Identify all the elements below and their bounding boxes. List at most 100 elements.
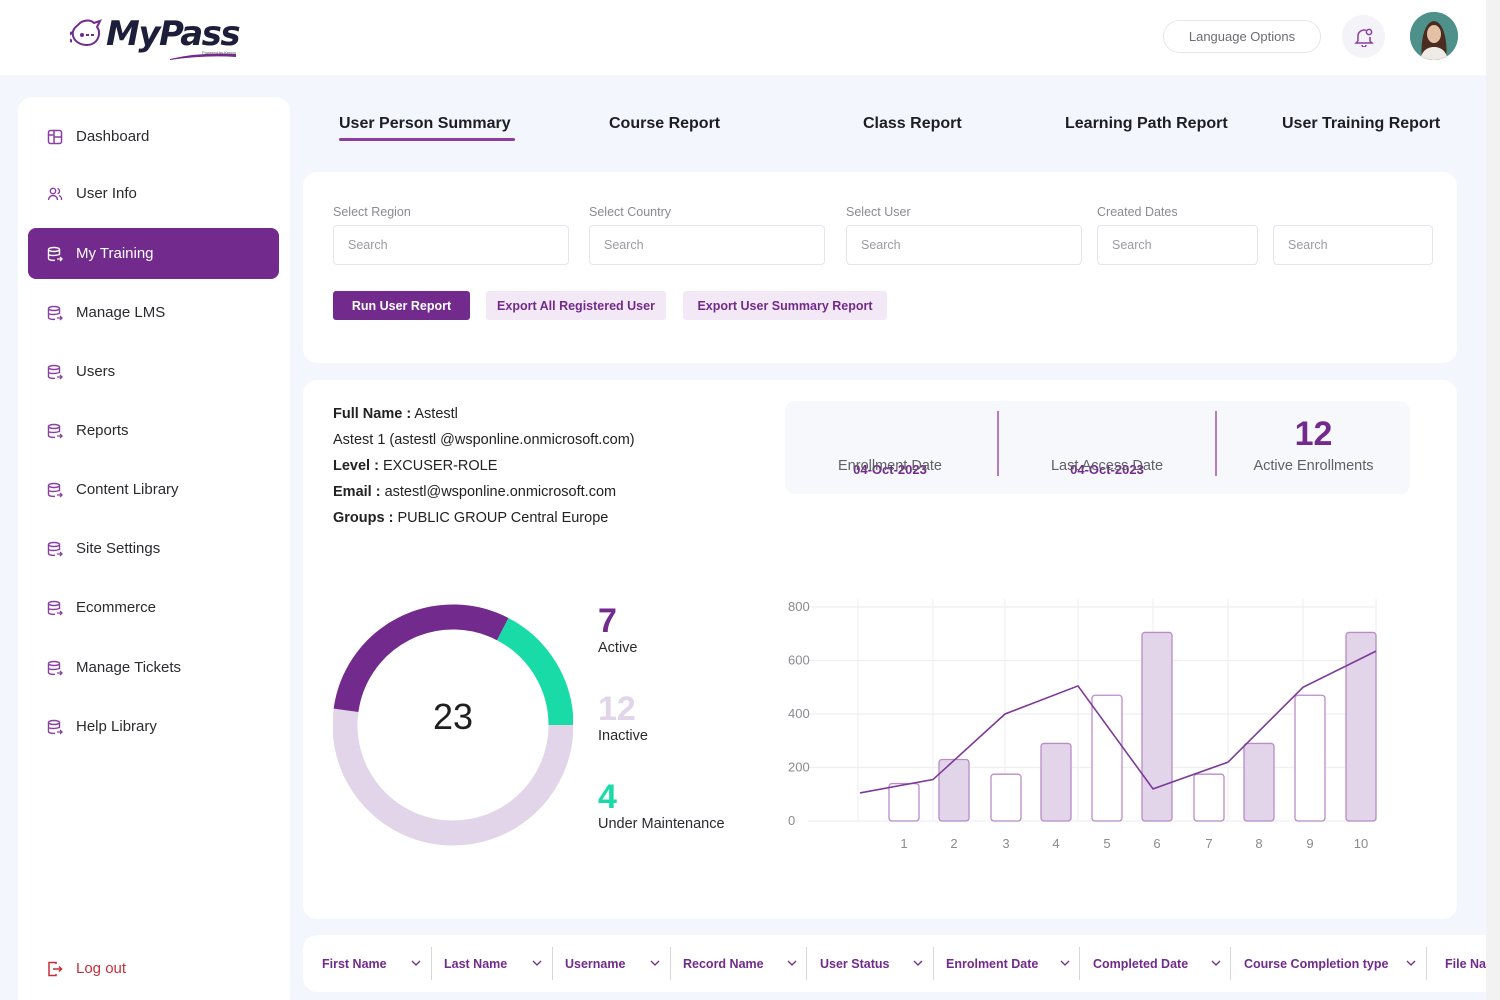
column-header-label: Course Completion type [1244, 956, 1389, 971]
column-header-first-name[interactable]: First Name [322, 935, 387, 992]
column-header-last-name[interactable]: Last Name [444, 935, 507, 992]
tab-course-report[interactable]: Course Report [609, 115, 721, 132]
column-header-completed-date[interactable]: Completed Date [1093, 935, 1188, 992]
notifications-button[interactable] [1342, 15, 1385, 58]
x-tick-label: 7 [1205, 836, 1212, 851]
export-user-summary-report-button[interactable]: Export User Summary Report [683, 291, 887, 320]
run-user-report-button[interactable]: Run User Report [333, 291, 470, 320]
chevron-down-icon[interactable] [1059, 957, 1071, 969]
tab-user-person-summary[interactable]: User Person Summary [339, 115, 515, 141]
select-user-label: Select User [846, 205, 911, 219]
chevron-down-icon[interactable] [786, 957, 798, 969]
database-arrow-icon [47, 423, 63, 438]
sidebar-item-help-library[interactable]: Help Library [28, 701, 279, 752]
column-header-record-name[interactable]: Record Name [683, 935, 764, 992]
stat-divider [997, 411, 999, 476]
enrollment-date-value: 04-Oct-2023 [853, 462, 927, 477]
column-divider[interactable] [1230, 947, 1231, 980]
language-options-button[interactable]: Language Options [1163, 20, 1321, 53]
sidebar-item-label: User Info [76, 185, 137, 202]
tab-learning-path-report[interactable]: Learning Path Report [1065, 115, 1228, 132]
column-divider[interactable] [431, 947, 432, 980]
database-arrow-icon [47, 541, 63, 556]
chevron-down-icon[interactable] [531, 957, 543, 969]
bar-1 [888, 782, 920, 822]
x-tick-label: 4 [1052, 836, 1059, 851]
legend-active-label: Active [598, 640, 638, 656]
sidebar-item-label: Manage Tickets [76, 659, 182, 676]
enrollment-bar-line-chart: 0 200 400 600 800 1 2 3 4 5 6 7 8 9 10 [788, 599, 1377, 851]
chevron-down-icon[interactable] [912, 957, 924, 969]
column-header-enrolment-date[interactable]: Enrolment Date [946, 935, 1038, 992]
x-tick-label: 2 [950, 836, 957, 851]
chevron-down-icon[interactable] [1210, 957, 1222, 969]
tab-user-training-report[interactable]: User Training Report [1282, 115, 1441, 132]
sidebar-item-users[interactable]: Users [28, 346, 279, 397]
bar-8 [1243, 742, 1275, 822]
logout-label: Log out [76, 960, 127, 977]
user-summary-panel: Full Name : Astestl Astest 1 (astestl @w… [303, 380, 1457, 919]
sidebar-item-manage-lms[interactable]: Manage LMS [28, 287, 279, 338]
y-tick-label: 400 [788, 706, 810, 721]
sidebar-item-ecommerce[interactable]: Ecommerce [28, 582, 279, 633]
created-date-to-input[interactable] [1273, 225, 1433, 265]
sidebar-item-site-settings[interactable]: Site Settings [28, 523, 279, 574]
column-divider[interactable] [806, 947, 807, 980]
full-name-row: Full Name : Astestl [333, 406, 458, 422]
column-divider[interactable] [1079, 947, 1080, 980]
filter-panel: Select Region Select Country Select User… [303, 172, 1457, 363]
tab-class-report[interactable]: Class Report [863, 115, 962, 132]
sidebar-item-label: Ecommerce [76, 599, 157, 616]
sidebar: Dashboard User Info My Training Manage L… [18, 97, 290, 1000]
last-access-date-label: Last Access Date [1050, 458, 1164, 474]
export-all-registered-user-button[interactable]: Export All Registered User [486, 291, 666, 320]
enrollment-stats: 04-Oct-2023 Enrollment Date 04-Oct-2023 … [785, 401, 1410, 494]
x-tick-label: 10 [1354, 836, 1368, 851]
database-arrow-icon [47, 305, 63, 320]
groups-label: Groups : [333, 510, 394, 526]
sidebar-item-label: Content Library [76, 481, 179, 498]
x-tick-label: 1 [900, 836, 907, 851]
sidebar-item-manage-tickets[interactable]: Manage Tickets [28, 642, 279, 693]
bar-2 [938, 758, 970, 822]
created-date-from-input[interactable] [1097, 225, 1258, 265]
sidebar-item-my-training[interactable]: My Training [28, 228, 279, 279]
column-header-course-completion-type[interactable]: Course Completion type [1244, 935, 1388, 992]
sidebar-item-dashboard[interactable]: Dashboard [28, 111, 279, 162]
legend-active-value: 7 [598, 602, 617, 640]
select-country-input[interactable] [589, 225, 825, 265]
column-header-label: File Nar [1445, 956, 1486, 971]
column-divider[interactable] [1426, 947, 1427, 980]
chevron-down-icon[interactable] [1405, 957, 1417, 969]
column-header-file-nar[interactable]: File Nar [1445, 935, 1486, 992]
level-value: EXCUSER-ROLE [382, 458, 498, 474]
database-arrow-icon [47, 719, 63, 734]
mypass-logo[interactable]: MyPass Powered by Kerjon [70, 14, 241, 60]
x-tick-label: 9 [1306, 836, 1313, 851]
sidebar-item-content-library[interactable]: Content Library [28, 464, 279, 515]
database-arrow-icon [47, 600, 63, 615]
y-tick-label: 600 [788, 653, 810, 668]
select-user-input[interactable] [846, 225, 1082, 265]
donut-slice-active [333, 604, 509, 713]
page-scrollbar-track[interactable] [1486, 0, 1500, 1000]
column-header-label: Enrolment Date [946, 956, 1039, 971]
column-header-username[interactable]: Username [565, 935, 625, 992]
column-header-label: First Name [322, 956, 387, 971]
chevron-down-icon[interactable] [649, 957, 661, 969]
sidebar-item-user-info[interactable]: User Info [28, 168, 279, 219]
sidebar-item-reports[interactable]: Reports [28, 405, 279, 456]
column-header-label: Record Name [683, 956, 764, 971]
column-divider[interactable] [933, 947, 934, 980]
bell-icon [1353, 28, 1374, 47]
column-header-user-status[interactable]: User Status [820, 935, 889, 992]
chevron-down-icon[interactable] [410, 957, 422, 969]
select-region-input[interactable] [333, 225, 569, 265]
database-arrow-icon [47, 246, 63, 261]
logout-button[interactable]: Log out [28, 943, 279, 994]
email-row: Email : astestl@wsponline.onmicrosoft.co… [333, 484, 616, 500]
level-label: Level : [333, 458, 379, 474]
column-divider[interactable] [670, 947, 671, 980]
user-avatar[interactable] [1410, 12, 1458, 60]
column-divider[interactable] [552, 947, 553, 980]
